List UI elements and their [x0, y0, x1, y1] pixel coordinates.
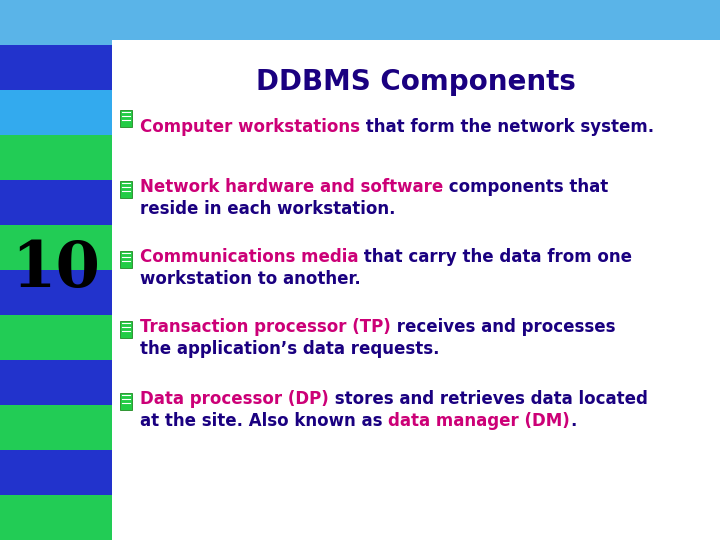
- Text: Network hardware and software: Network hardware and software: [140, 178, 444, 196]
- Text: data manager (DM): data manager (DM): [388, 412, 570, 430]
- Text: the application’s data requests.: the application’s data requests.: [140, 340, 439, 358]
- Bar: [120, 321, 132, 338]
- Text: stores and retrieves data located: stores and retrieves data located: [329, 390, 647, 408]
- Text: Communications media: Communications media: [140, 248, 359, 266]
- Bar: [0, 135, 112, 180]
- Text: Transaction processor (TP): Transaction processor (TP): [140, 318, 391, 336]
- Bar: [120, 180, 132, 198]
- Bar: [0, 360, 112, 405]
- Text: that form the network system.: that form the network system.: [360, 118, 654, 136]
- Bar: [0, 45, 112, 90]
- Text: components that: components that: [444, 178, 608, 196]
- Bar: [0, 315, 112, 360]
- Text: Computer workstations: Computer workstations: [140, 118, 360, 136]
- Text: DDBMS Components: DDBMS Components: [256, 68, 576, 96]
- Text: reside in each workstation.: reside in each workstation.: [140, 200, 395, 218]
- Text: at the site. Also known as: at the site. Also known as: [140, 412, 388, 430]
- Text: .: .: [570, 412, 577, 430]
- Text: 10: 10: [12, 240, 101, 300]
- Bar: [112, 0, 720, 40]
- Text: receives and processes: receives and processes: [391, 318, 616, 336]
- Bar: [0, 270, 112, 315]
- Bar: [0, 495, 112, 540]
- Text: workstation to another.: workstation to another.: [140, 270, 361, 288]
- Bar: [0, 180, 112, 225]
- Text: Data processor (DP): Data processor (DP): [140, 390, 329, 408]
- Bar: [120, 251, 132, 267]
- Bar: [120, 393, 132, 409]
- Bar: [0, 405, 112, 450]
- Bar: [0, 450, 112, 495]
- Bar: [0, 0, 112, 45]
- Bar: [120, 110, 132, 126]
- Bar: [0, 90, 112, 135]
- Text: that carry the data from one: that carry the data from one: [359, 248, 632, 266]
- Bar: [0, 225, 112, 270]
